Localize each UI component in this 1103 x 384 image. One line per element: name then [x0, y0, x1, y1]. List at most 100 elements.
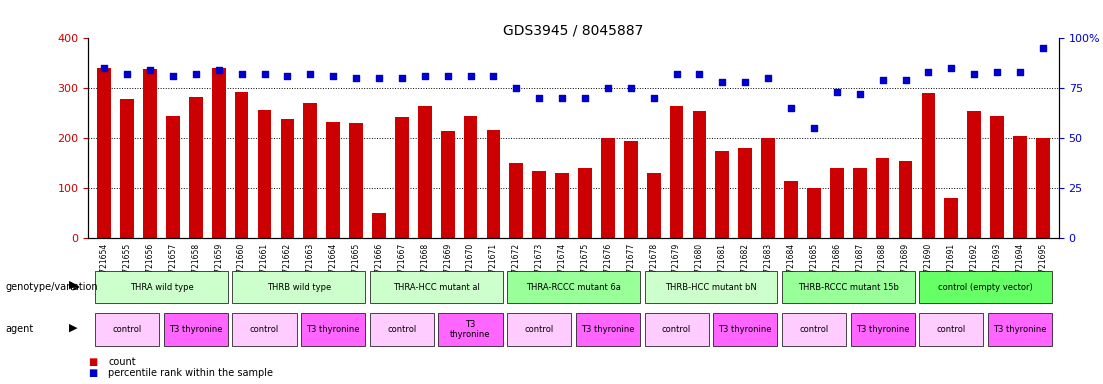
Point [141, 67, 159, 73]
Text: control: control [250, 325, 279, 334]
Bar [967, 111, 981, 238]
Bar [693, 111, 706, 238]
Point [188, 71, 205, 78]
Bar [670, 106, 684, 238]
Point [988, 69, 1006, 75]
Bar [235, 92, 248, 238]
Point [256, 71, 274, 78]
Text: THRB-HCC mutant bN: THRB-HCC mutant bN [665, 283, 757, 291]
Text: THRA-HCC mutant al: THRA-HCC mutant al [393, 283, 480, 291]
Bar [829, 168, 844, 238]
Point [782, 105, 800, 111]
Text: control: control [387, 325, 417, 334]
Point [714, 79, 731, 85]
Bar [876, 158, 889, 238]
Point [324, 73, 342, 79]
Bar [533, 170, 546, 238]
Text: ■: ■ [88, 368, 97, 378]
Point [347, 75, 365, 81]
Text: count: count [108, 357, 136, 367]
Point [920, 69, 938, 75]
Text: control: control [662, 325, 692, 334]
Bar [990, 116, 1004, 238]
Point [393, 75, 410, 81]
Point [1034, 45, 1051, 51]
Text: ▶: ▶ [68, 280, 77, 290]
Bar [510, 163, 523, 238]
Point [965, 71, 983, 78]
Bar [372, 213, 386, 238]
Point [507, 85, 525, 91]
Point [805, 125, 823, 131]
Point [462, 73, 480, 79]
Point [1011, 69, 1029, 75]
Point [737, 79, 754, 85]
Bar [899, 161, 912, 238]
Bar [212, 68, 226, 238]
Point [371, 75, 388, 81]
Point [645, 95, 663, 101]
Bar [486, 130, 501, 238]
Text: control (empty vector): control (empty vector) [939, 283, 1034, 291]
Bar [646, 173, 661, 238]
Point [531, 95, 548, 101]
Point [897, 77, 914, 83]
Bar [853, 168, 867, 238]
Bar [784, 180, 797, 238]
Point [759, 75, 777, 81]
Bar [418, 106, 431, 238]
Bar [97, 68, 111, 238]
Bar [395, 117, 409, 238]
Text: control: control [800, 325, 828, 334]
Point [828, 89, 846, 95]
Bar [463, 116, 478, 238]
Text: T3 thyronine: T3 thyronine [307, 325, 360, 334]
Text: T3
thyronine: T3 thyronine [450, 319, 491, 339]
Point [576, 95, 593, 101]
Text: THRA wild type: THRA wild type [130, 283, 193, 291]
Point [484, 73, 502, 79]
Bar [578, 168, 592, 238]
Bar [120, 99, 135, 238]
Text: T3 thyronine: T3 thyronine [581, 325, 634, 334]
Bar [716, 151, 729, 238]
Point [622, 85, 640, 91]
Bar [807, 188, 821, 238]
Bar [303, 103, 318, 238]
Bar [350, 123, 363, 238]
Bar [738, 148, 752, 238]
Point [874, 77, 891, 83]
Bar [258, 110, 271, 238]
Text: percentile rank within the sample: percentile rank within the sample [108, 368, 274, 378]
Point [164, 73, 182, 79]
Bar [555, 173, 569, 238]
Bar [944, 198, 959, 238]
Point [233, 71, 250, 78]
Point [942, 65, 960, 71]
Title: GDS3945 / 8045887: GDS3945 / 8045887 [503, 23, 644, 37]
Point [96, 65, 114, 71]
Bar [280, 119, 295, 238]
Point [118, 71, 136, 78]
Text: ▶: ▶ [68, 322, 77, 333]
Bar [326, 122, 340, 238]
Text: genotype/variation: genotype/variation [6, 282, 98, 292]
Point [554, 95, 571, 101]
Text: control: control [113, 325, 142, 334]
Text: control: control [936, 325, 966, 334]
Bar [167, 116, 180, 238]
Bar [1013, 136, 1027, 238]
Text: control: control [525, 325, 554, 334]
Text: T3 thyronine: T3 thyronine [856, 325, 909, 334]
Text: T3 thyronine: T3 thyronine [169, 325, 223, 334]
Bar [441, 131, 454, 238]
Text: THRB wild type: THRB wild type [267, 283, 331, 291]
Point [690, 71, 708, 78]
Bar [761, 138, 775, 238]
Text: agent: agent [6, 324, 34, 334]
Point [279, 73, 297, 79]
Text: T3 thyronine: T3 thyronine [993, 325, 1047, 334]
Text: THRA-RCCC mutant 6a: THRA-RCCC mutant 6a [526, 283, 621, 291]
Text: ■: ■ [88, 357, 97, 367]
Text: T3 thyronine: T3 thyronine [718, 325, 772, 334]
